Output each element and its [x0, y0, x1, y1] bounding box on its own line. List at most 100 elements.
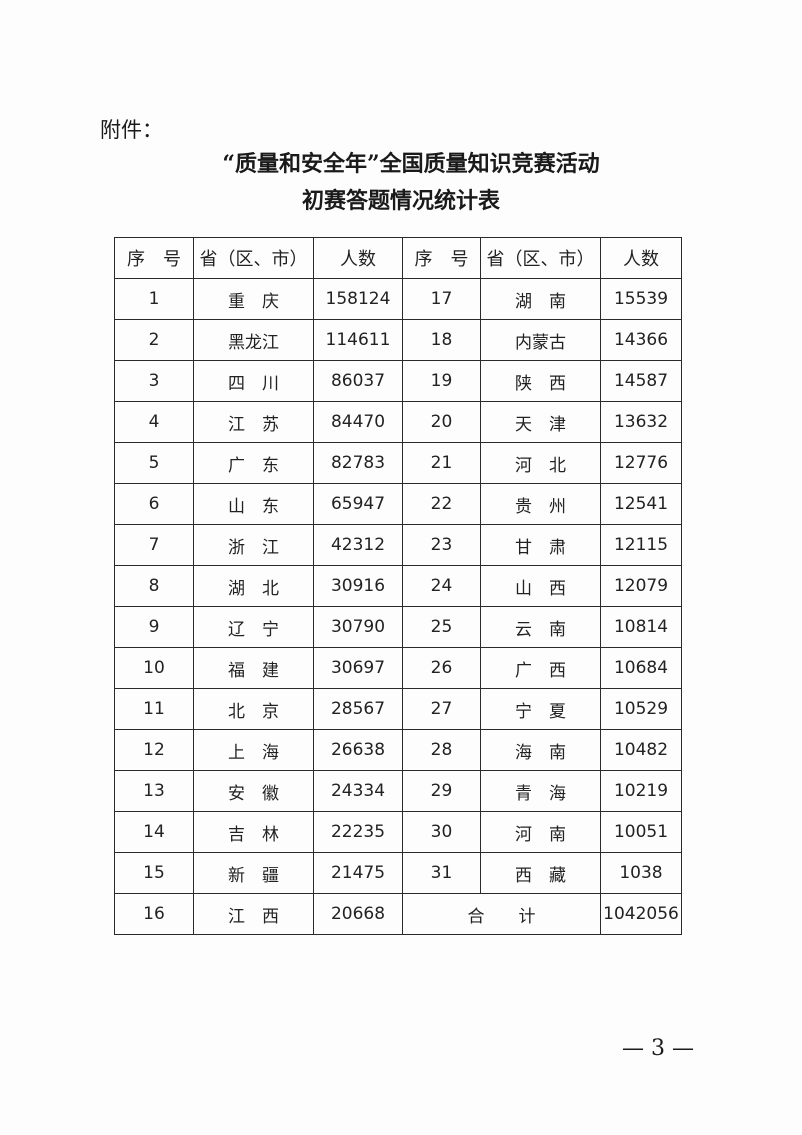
cell-count: 28567 [313, 688, 403, 730]
cell-province: 安 徽 [193, 770, 314, 812]
cell-index: 12 [114, 729, 194, 771]
cell-index: 8 [114, 565, 194, 607]
table-row: 14 吉 林 22235 30 河 南 10051 [114, 811, 682, 853]
cell-province: 重 庆 [193, 278, 314, 320]
document-title: “质量和安全年”全国质量知识竞赛活动 [222, 151, 600, 177]
cell-province: 上 海 [193, 729, 314, 771]
cell-province: 内蒙古 [480, 319, 601, 361]
table-row: 10 福 建 30697 26 广 西 10684 [114, 647, 682, 689]
cell-count: 10529 [600, 688, 682, 730]
cell-count: 86037 [313, 360, 403, 402]
cell-province: 青 海 [480, 770, 601, 812]
total-label: 合 计 [402, 893, 601, 935]
cell-province: 山 西 [480, 565, 601, 607]
cell-count: 15539 [600, 278, 682, 320]
header-province: 省（区、市） [193, 237, 314, 279]
cell-count: 26638 [313, 729, 403, 771]
cell-index: 4 [114, 401, 194, 443]
cell-index: 5 [114, 442, 194, 484]
cell-province: 河 北 [480, 442, 601, 484]
cell-count: 30697 [313, 647, 403, 689]
table-row: 2 黑龙江 114611 18 内蒙古 14366 [114, 319, 682, 361]
document-subtitle: 初赛答题情况统计表 [301, 188, 500, 214]
cell-count: 114611 [313, 319, 403, 361]
cell-province: 河 南 [480, 811, 601, 853]
cell-count: 14587 [600, 360, 682, 402]
cell-count: 21475 [313, 852, 403, 894]
cell-index: 9 [114, 606, 194, 648]
cell-count: 12115 [600, 524, 682, 566]
cell-province: 天 津 [480, 401, 601, 443]
cell-index: 17 [402, 278, 481, 320]
cell-count: 22235 [313, 811, 403, 853]
cell-province: 黑龙江 [193, 319, 314, 361]
cell-province: 新 疆 [193, 852, 314, 894]
cell-province: 福 建 [193, 647, 314, 689]
cell-province: 湖 北 [193, 565, 314, 607]
cell-count: 42312 [313, 524, 403, 566]
cell-count: 12079 [600, 565, 682, 607]
cell-province: 广 东 [193, 442, 314, 484]
page-number: — 3 — [622, 1036, 694, 1061]
table-row: 15 新 疆 21475 31 西 藏 1038 [114, 852, 682, 894]
cell-index: 29 [402, 770, 481, 812]
cell-province: 江 苏 [193, 401, 314, 443]
cell-index: 3 [114, 360, 194, 402]
cell-index: 16 [114, 893, 194, 935]
cell-count: 30916 [313, 565, 403, 607]
cell-count: 10814 [600, 606, 682, 648]
cell-count: 84470 [313, 401, 403, 443]
cell-count: 13632 [600, 401, 682, 443]
cell-index: 19 [402, 360, 481, 402]
cell-province: 陕 西 [480, 360, 601, 402]
header-index: 序 号 [114, 237, 194, 279]
cell-index: 6 [114, 483, 194, 525]
cell-count: 65947 [313, 483, 403, 525]
cell-province: 山 东 [193, 483, 314, 525]
header-count: 人数 [313, 237, 403, 279]
cell-province: 甘 肃 [480, 524, 601, 566]
cell-index: 11 [114, 688, 194, 730]
header-index: 序 号 [402, 237, 481, 279]
cell-index: 25 [402, 606, 481, 648]
cell-index: 31 [402, 852, 481, 894]
cell-province: 广 西 [480, 647, 601, 689]
cell-index: 21 [402, 442, 481, 484]
cell-index: 27 [402, 688, 481, 730]
cell-count: 10219 [600, 770, 682, 812]
cell-index: 14 [114, 811, 194, 853]
table-row: 11 北 京 28567 27 宁 夏 10529 [114, 688, 682, 730]
cell-province: 云 南 [480, 606, 601, 648]
cell-province: 贵 州 [480, 483, 601, 525]
cell-index: 2 [114, 319, 194, 361]
cell-index: 13 [114, 770, 194, 812]
cell-province: 宁 夏 [480, 688, 601, 730]
header-province: 省（区、市） [480, 237, 601, 279]
cell-count: 1038 [600, 852, 682, 894]
cell-province: 江 西 [193, 893, 314, 935]
cell-province: 辽 宁 [193, 606, 314, 648]
cell-count: 82783 [313, 442, 403, 484]
cell-count: 158124 [313, 278, 403, 320]
cell-province: 四 川 [193, 360, 314, 402]
cell-count: 10684 [600, 647, 682, 689]
header-count: 人数 [600, 237, 682, 279]
cell-index: 23 [402, 524, 481, 566]
cell-count: 10051 [600, 811, 682, 853]
total-value: 1042056 [600, 893, 682, 935]
cell-index: 28 [402, 729, 481, 771]
cell-index: 18 [402, 319, 481, 361]
table-row-total: 16 江 西 20668 合 计 1042056 [114, 893, 682, 935]
cell-count: 24334 [313, 770, 403, 812]
cell-count: 20668 [313, 893, 403, 935]
cell-count: 12541 [600, 483, 682, 525]
cell-index: 26 [402, 647, 481, 689]
